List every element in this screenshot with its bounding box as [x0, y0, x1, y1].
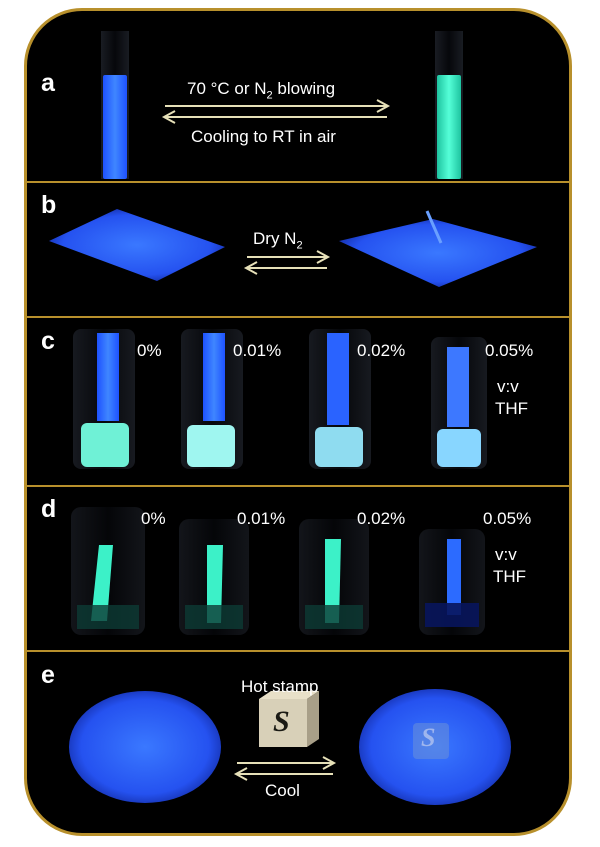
- panel-label-b: b: [41, 191, 57, 219]
- panel-c-concentration-2: 0.01%: [233, 341, 282, 360]
- panel-e-hot-stamp-label: Hot stamp: [241, 677, 319, 696]
- panel-c-art: [73, 329, 487, 469]
- panel-e-cool-label: Cool: [265, 781, 300, 800]
- divider-ab: [27, 181, 569, 183]
- stamped-letter-mark: S: [421, 723, 436, 752]
- vial-d-3: [299, 519, 369, 635]
- dry-nitrogen-text: Dry N: [253, 229, 297, 248]
- panel-a-art: [101, 31, 463, 179]
- forward-condition-tail: blowing: [272, 79, 336, 98]
- blue-luminescent-strip: [103, 75, 127, 179]
- vial-d-1: [71, 507, 145, 635]
- nitrogen-needle: [425, 210, 443, 244]
- panel-a-forward-condition: 70 °C or N2 blowing: [187, 79, 335, 101]
- disc-before: [69, 691, 221, 803]
- vial-c-1: [73, 329, 135, 469]
- vial-c-2: [181, 329, 243, 469]
- panel-d-ratio-label: v:v: [495, 545, 517, 564]
- film-after: [339, 219, 537, 287]
- hot-stamp-cube: [259, 699, 307, 747]
- vial-c-3: [309, 329, 371, 469]
- panel-label-a: a: [41, 69, 55, 97]
- vial-c-4: [431, 337, 487, 469]
- panel-d-concentration-1: 0%: [141, 509, 166, 528]
- figure-artwork: [49, 31, 537, 805]
- panel-b-art: [49, 209, 537, 287]
- panel-b-condition: Dry N2: [253, 229, 303, 251]
- panel-c-concentration-1: 0%: [137, 341, 162, 360]
- panel-d-concentration-3: 0.02%: [357, 509, 406, 528]
- panel-c-solvent-label: THF: [495, 399, 529, 418]
- panel-a-reverse-condition: Cooling to RT in air: [191, 127, 336, 146]
- divider-cd: [27, 485, 569, 487]
- panel-c-concentration-4: 0.05%: [485, 341, 534, 360]
- vial-d-4: [419, 529, 485, 635]
- stamped-s-mark: [413, 723, 449, 759]
- panel-label-c: c: [41, 327, 55, 355]
- panel-d-solvent-label: THF: [493, 567, 527, 586]
- vial-d-2: [179, 519, 249, 635]
- figure-frame: a 70 °C or N2 blowing Cooling to RT in a…: [24, 8, 572, 836]
- panel-label-d: d: [41, 495, 57, 523]
- film-before: [49, 209, 225, 281]
- divider-de: [27, 650, 569, 652]
- forward-condition-text: 70 °C or N: [187, 79, 267, 98]
- stamp-letter: S: [273, 705, 290, 738]
- cyan-luminescent-strip: [437, 75, 461, 179]
- panel-e-art: [69, 689, 511, 805]
- divider-bc: [27, 316, 569, 318]
- panel-label-e: e: [41, 661, 55, 689]
- panel-c-concentration-3: 0.02%: [357, 341, 406, 360]
- panel-d-concentration-4: 0.05%: [483, 509, 532, 528]
- panel-d-art: [71, 507, 485, 635]
- dry-nitrogen-subscript: 2: [296, 239, 303, 252]
- panel-d-concentration-2: 0.01%: [237, 509, 286, 528]
- forward-condition-subscript: 2: [266, 89, 273, 102]
- panel-c-ratio-label: v:v: [497, 377, 519, 396]
